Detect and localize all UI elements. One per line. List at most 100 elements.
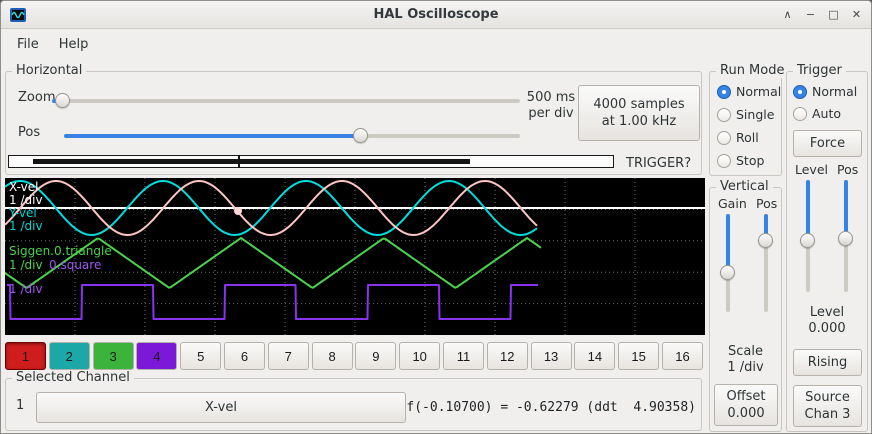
scale-caption: Scale <box>728 344 763 359</box>
channel-button-10[interactable]: 10 <box>399 342 441 370</box>
selected-channel-title: Selected Channel <box>12 370 134 385</box>
channel-button-1[interactable]: 1 <box>5 342 46 370</box>
horizontal-panel: Horizontal Zoom 500 ms per div 4000 samp… <box>5 63 702 175</box>
trigger-pos-slider-fill <box>844 180 848 238</box>
channel-button-11[interactable]: 11 <box>442 342 484 370</box>
rising-button[interactable]: Rising <box>793 349 862 376</box>
scope-canvas <box>5 178 705 335</box>
trigger-level-slider-handle[interactable] <box>800 233 815 248</box>
vertical-pos-slider-fill <box>764 214 768 240</box>
trigger-level-value: 0.000 <box>808 321 846 336</box>
record-position-bar <box>8 155 614 168</box>
channel-button-8[interactable]: 8 <box>311 342 353 370</box>
gain-label: Gain <box>718 196 747 211</box>
record-fill <box>33 159 470 164</box>
zoom-slider-handle[interactable] <box>55 93 70 108</box>
shade-button[interactable]: ∧ <box>783 8 792 21</box>
run-mode-single-label: Single <box>736 107 775 122</box>
scope-label-ch4-scale: 1 /div <box>9 282 43 296</box>
vertical-pos-slider[interactable] <box>758 214 774 312</box>
selected-channel-number: 1 <box>16 398 25 413</box>
trigger-pos-slider[interactable] <box>838 180 854 292</box>
vertical-pos-slider-handle[interactable] <box>758 233 773 248</box>
run-mode-single[interactable]: Single <box>717 107 774 122</box>
channel-button-row: 1 2 3 4 5 6 7 8 9 10 11 12 13 14 15 16 <box>5 342 703 370</box>
channel-button-7[interactable]: 7 <box>267 342 309 370</box>
channel-button-4[interactable]: 4 <box>136 342 178 370</box>
channel-button-2[interactable]: 2 <box>48 342 90 370</box>
trigger-auto[interactable]: Auto <box>793 106 841 121</box>
selected-channel-panel: Selected Channel 1 X-vel f(-0.10700) = -… <box>5 370 702 431</box>
channel-button-6[interactable]: 6 <box>223 342 265 370</box>
offset-button[interactable]: Offset 0.000 <box>714 384 778 426</box>
radio-indicator <box>793 106 807 121</box>
scope-label-ch2-scale: 1 /div <box>9 219 43 233</box>
run-mode-normal[interactable]: Normal <box>717 84 781 99</box>
trigger-normal[interactable]: Normal <box>793 84 857 99</box>
trigger-auto-label: Auto <box>812 106 842 121</box>
channel-button-9[interactable]: 9 <box>355 342 397 370</box>
trigger-level-label: Level <box>795 162 828 177</box>
record-trigger-tick <box>238 155 240 168</box>
channel-name-button[interactable]: X-vel <box>36 392 406 423</box>
menu-file[interactable]: File <box>17 36 39 52</box>
run-mode-roll-label: Roll <box>736 130 759 145</box>
radio-indicator <box>717 84 731 99</box>
source-button[interactable]: Source Chan 3 <box>793 385 862 427</box>
trigger-status-label: TRIGGER? <box>626 156 692 171</box>
pos-slider[interactable] <box>64 128 520 144</box>
vertical-pos-label: Pos <box>756 196 778 211</box>
channel-button-3[interactable]: 3 <box>92 342 134 370</box>
menu-help[interactable]: Help <box>58 36 89 52</box>
scope-label-ch4-name: 0.square <box>49 258 102 272</box>
channel-button-16[interactable]: 16 <box>661 342 703 370</box>
trigger-level-caption: Level <box>809 305 845 320</box>
rate-label: 500 ms per div <box>521 90 581 122</box>
scale-value: 1 /div <box>727 360 764 375</box>
channel-button-15[interactable]: 15 <box>618 342 660 370</box>
run-mode-title: Run Mode <box>716 63 789 78</box>
radio-indicator <box>793 84 807 99</box>
minimize-button[interactable]: − <box>805 8 816 21</box>
run-mode-stop-label: Stop <box>736 153 765 168</box>
force-button-label: Force <box>809 136 846 151</box>
app-icon <box>10 8 26 22</box>
zoom-slider-track <box>52 99 520 103</box>
pos-label: Pos <box>18 125 41 140</box>
run-mode-stop[interactable]: Stop <box>717 153 764 168</box>
run-mode-roll[interactable]: Roll <box>717 130 759 145</box>
horizontal-title: Horizontal <box>12 63 87 78</box>
close-button[interactable]: ✕ <box>851 8 862 21</box>
scope-label-ch2-name: Y-vel <box>9 206 37 220</box>
channel-button-5[interactable]: 5 <box>180 342 222 370</box>
source-caption: Source <box>805 390 850 405</box>
pos-slider-handle[interactable] <box>353 128 368 143</box>
zoom-slider[interactable] <box>52 93 520 109</box>
trigger-pos-label: Pos <box>837 162 859 177</box>
vertical-pos-slider-track <box>764 214 768 312</box>
gain-slider[interactable] <box>720 214 736 312</box>
rate-line2: per div <box>528 106 574 121</box>
trigger-pos-slider-handle[interactable] <box>838 231 853 246</box>
trigger-level-slider[interactable] <box>800 180 816 292</box>
channel-value-readout: f(-0.10700) = -0.62279 (ddt 4.90358) <box>406 400 696 415</box>
channel-button-14[interactable]: 14 <box>574 342 616 370</box>
channel-button-13[interactable]: 13 <box>530 342 572 370</box>
force-button[interactable]: Force <box>793 130 862 157</box>
maximize-button[interactable]: □ <box>828 8 839 21</box>
vertical-panel: Vertical Gain Pos Scale 1 /div Offset 0.… <box>709 179 782 432</box>
scope-label-ch3-scale: 1 /div <box>9 258 43 272</box>
gain-slider-handle[interactable] <box>720 265 735 280</box>
channel-button-12[interactable]: 12 <box>486 342 528 370</box>
trigger-panel: Trigger Normal Auto Force Level Pos Leve… <box>786 63 868 432</box>
samples-line1: 4000 samples <box>593 97 685 112</box>
gain-slider-fill <box>726 214 730 272</box>
rising-button-label: Rising <box>807 355 848 370</box>
channel-name-label: X-vel <box>205 400 237 415</box>
samples-line2: at 1.00 kHz <box>601 114 677 129</box>
source-value: Chan 3 <box>804 407 851 422</box>
scope-label-ch1-scale: 1 /div <box>9 193 43 207</box>
samples-button[interactable]: 4000 samples at 1.00 kHz <box>578 85 700 141</box>
scope-label-ch1-name: X-vel <box>9 180 39 194</box>
